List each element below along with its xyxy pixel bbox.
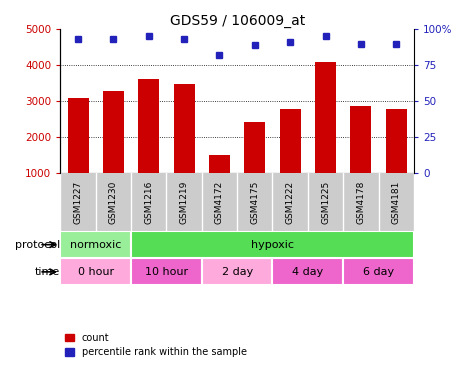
Text: normoxic: normoxic <box>70 240 121 250</box>
Bar <box>67 98 89 173</box>
Text: 4 day: 4 day <box>292 267 324 277</box>
Text: 6 day: 6 day <box>363 267 394 277</box>
Text: GSM4178: GSM4178 <box>356 180 365 224</box>
Text: GSM1219: GSM1219 <box>179 180 189 224</box>
Text: GSM1230: GSM1230 <box>109 180 118 224</box>
Text: GSM4175: GSM4175 <box>250 180 259 224</box>
Text: GSM4181: GSM4181 <box>392 180 401 224</box>
Text: protocol: protocol <box>15 240 60 250</box>
Text: GSM4172: GSM4172 <box>215 180 224 224</box>
Text: 2 day: 2 day <box>221 267 253 277</box>
Text: 10 hour: 10 hour <box>145 267 188 277</box>
Text: GSM1227: GSM1227 <box>73 180 83 224</box>
Bar <box>279 109 301 173</box>
Bar <box>385 109 407 173</box>
Bar <box>315 63 336 173</box>
Bar <box>138 79 159 173</box>
Bar <box>131 258 202 285</box>
Text: GSM1222: GSM1222 <box>286 181 295 224</box>
Bar <box>209 155 230 173</box>
Bar <box>60 258 131 285</box>
Text: 0 hour: 0 hour <box>78 267 114 277</box>
Text: GSM1216: GSM1216 <box>144 180 153 224</box>
Bar <box>103 91 124 173</box>
Bar <box>60 231 131 258</box>
Bar <box>244 122 266 173</box>
Legend: count, percentile rank within the sample: count, percentile rank within the sample <box>65 333 247 358</box>
Bar <box>272 258 343 285</box>
Title: GDS59 / 106009_at: GDS59 / 106009_at <box>170 14 305 28</box>
Bar <box>343 258 414 285</box>
Bar <box>202 258 272 285</box>
Bar <box>350 106 372 173</box>
Text: time: time <box>35 267 60 277</box>
Bar <box>173 84 195 173</box>
Text: GSM1225: GSM1225 <box>321 180 330 224</box>
Bar <box>131 231 414 258</box>
Text: hypoxic: hypoxic <box>251 240 294 250</box>
